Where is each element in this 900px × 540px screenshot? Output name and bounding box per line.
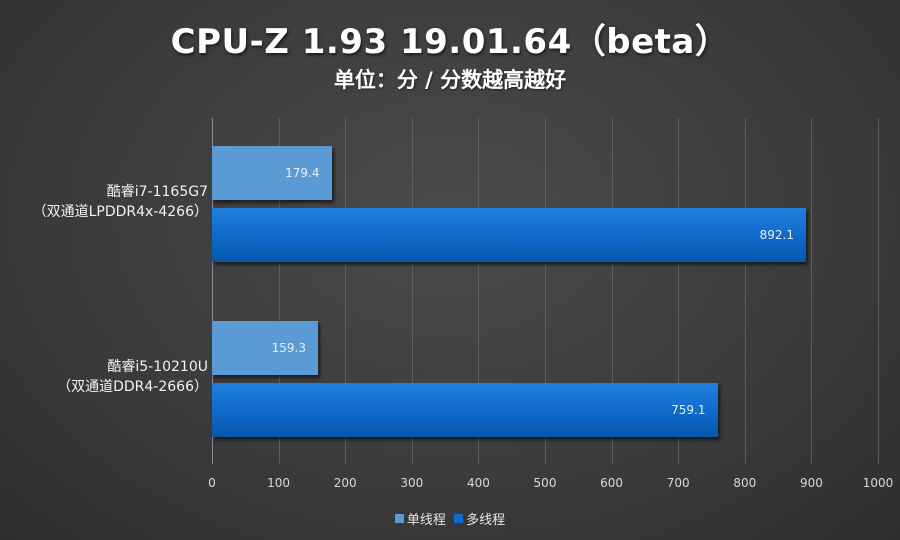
category-name: 酷睿i5-10210U [107, 359, 208, 375]
gridline-900 [811, 118, 813, 464]
bar-value-label: 179.4 [285, 166, 320, 180]
x-tick: 100 [267, 476, 291, 490]
legend-item-single: 单线程 [394, 509, 446, 528]
x-tick: 200 [333, 476, 357, 490]
plot-area: 179.4 892.1 159.3 759.1 [212, 118, 879, 464]
gridline-400 [478, 118, 480, 464]
legend-label: 单线程 [406, 513, 446, 528]
bar-i5-multi-thread: 759.1 [212, 383, 718, 437]
category-memory: （双通道LPDDR4x-4266） [32, 204, 208, 220]
gridline-300 [411, 118, 413, 464]
legend-label: 多线程 [466, 513, 506, 528]
x-tick: 600 [600, 476, 624, 490]
legend: 单线程 多线程 [0, 509, 900, 528]
legend-item-multi: 多线程 [454, 509, 505, 528]
x-tick: 500 [533, 476, 557, 490]
gridline-100 [278, 118, 280, 464]
x-tick: 0 [208, 476, 216, 490]
y-axis-line [212, 118, 213, 464]
bar-value-label: 159.3 [271, 341, 306, 355]
x-tick: 300 [400, 476, 424, 490]
bar-i5-single-thread: 159.3 [212, 321, 318, 375]
x-tick: 1000 [862, 476, 894, 490]
chart-title: CPU-Z 1.93 19.01.64（beta） [170, 22, 730, 62]
bar-value-label: 759.1 [671, 403, 706, 417]
chart-subtitle: 单位：分 / 分数越高越好 [333, 68, 567, 92]
category-memory: （双通道DDR4-2666） [57, 379, 208, 395]
x-tick: 700 [666, 476, 690, 490]
gridline-800 [744, 118, 746, 464]
legend-swatch-multi-icon [454, 514, 464, 523]
bar-i7-single-thread: 179.4 [212, 146, 332, 200]
category-name: 酷睿i7-1165G7 [106, 184, 208, 200]
legend-swatch-single-icon [394, 514, 404, 523]
gridline-600 [611, 118, 613, 464]
gridline-200 [345, 118, 347, 464]
x-tick: 400 [466, 476, 490, 490]
x-tick: 800 [733, 476, 757, 490]
y-category-label-i5: 酷睿i5-10210U （双通道DDR4-2666） [0, 357, 208, 397]
gridline-700 [678, 118, 680, 464]
x-tick: 900 [799, 476, 823, 490]
bar-i7-multi-thread: 892.1 [212, 208, 806, 262]
gridline-1000 [878, 118, 879, 464]
gridline-500 [545, 118, 546, 464]
y-category-label-i7: 酷睿i7-1165G7 （双通道LPDDR4x-4266） [0, 182, 208, 222]
bar-value-label: 892.1 [759, 228, 794, 242]
